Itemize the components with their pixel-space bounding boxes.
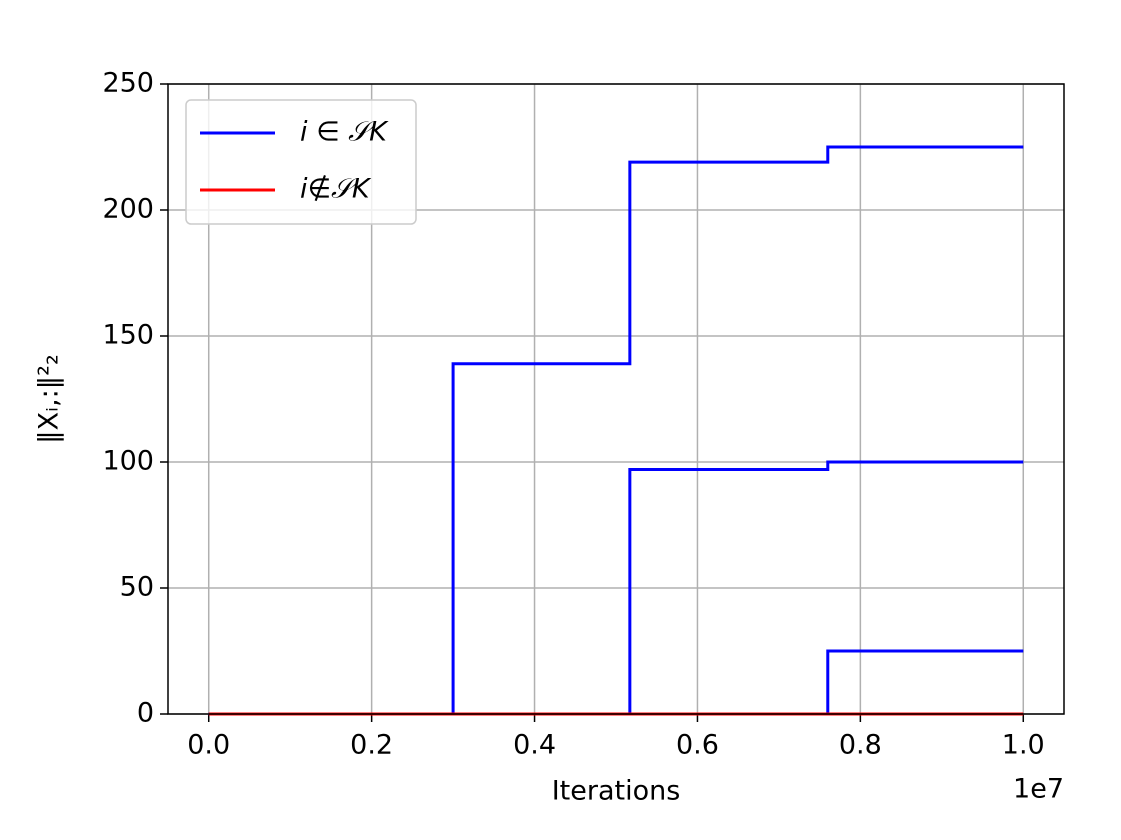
x-tick-label: 1.0 [1002,730,1045,761]
x-tick-label: 0.4 [513,730,556,761]
data-line [208,649,1024,716]
y-tick-label: 100 [102,446,154,477]
legend-label: i∉𝒮K [300,174,372,205]
x-offset-label: 1e7 [1013,774,1064,805]
y-tick-label: 250 [102,68,154,99]
legend-label: i ∈ 𝒮K [300,117,389,148]
x-axis-label: Iterations [552,776,681,807]
x-tick-label: 0.2 [350,730,393,761]
data-line [208,145,1024,716]
y-axis-label: ‖Xᵢ,:‖²₂ [34,354,65,444]
y-tick-label: 0 [137,698,154,729]
x-tick-label: 0.6 [676,730,719,761]
legend: i ∈ 𝒮K i∉𝒮K [185,99,417,225]
y-tick-label: 200 [102,194,154,225]
x-tick-label: 0.0 [187,730,230,761]
legend-box [185,99,417,225]
x-tick-label: 0.8 [839,730,882,761]
y-tick-label: 50 [120,572,154,603]
plot-frame [167,83,1065,715]
y-tick-label: 150 [102,320,154,351]
